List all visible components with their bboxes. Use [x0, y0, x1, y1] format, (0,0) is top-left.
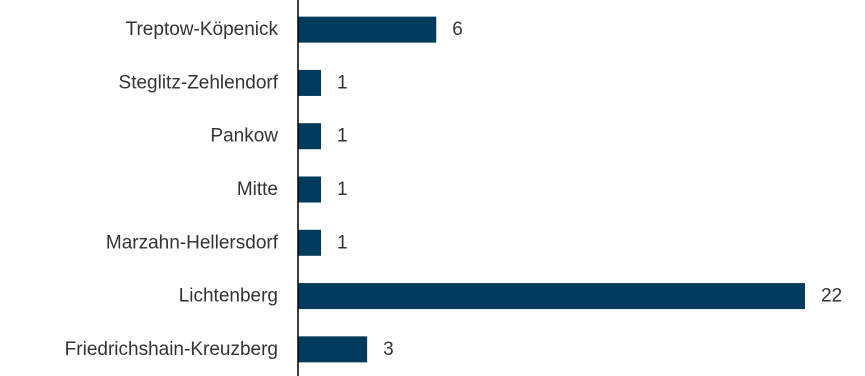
bars-group [298, 16, 805, 363]
value-label-4: 1 [337, 232, 348, 253]
bar-4 [298, 229, 322, 256]
bar-5 [298, 283, 805, 310]
category-label-2: Pankow [210, 126, 278, 147]
category-label-5: Lichtenberg [179, 286, 278, 307]
bar-1 [298, 69, 322, 96]
category-label-3: Mitte [237, 179, 278, 200]
category-label-0: Treptow-Köpenick [126, 19, 279, 40]
value-label-6: 3 [383, 339, 394, 360]
bar-3 [298, 176, 322, 203]
category-labels-group: Treptow-Köpenick Steglitz-Zehlendorf Panko… [65, 19, 279, 360]
value-label-2: 1 [337, 126, 348, 147]
bar-2 [298, 123, 322, 150]
category-label-4: Marzahn-Hellersdorf [106, 232, 279, 253]
value-label-0: 6 [452, 19, 463, 40]
category-label-1: Steglitz-Zehlendorf [119, 72, 279, 93]
bar-6 [298, 336, 368, 363]
bar-0 [298, 16, 437, 43]
value-label-1: 1 [337, 72, 348, 93]
value-label-5: 22 [821, 286, 842, 307]
value-labels-group: 6 1 1 1 1 22 3 [337, 19, 842, 360]
value-label-3: 1 [337, 179, 348, 200]
category-label-6: Friedrichshain-Kreuzberg [65, 339, 278, 360]
